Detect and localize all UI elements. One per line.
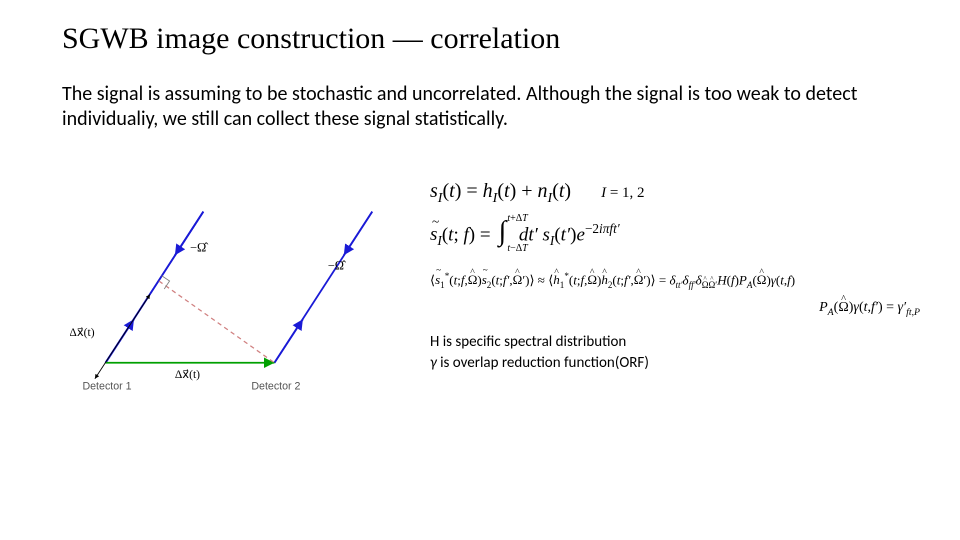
label-detector-2: Detector 2 [251,380,300,392]
equation-2: ~sI(t; f) = t+ΔT ∫ t−ΔT dt′ sI(t′)e−2iπf… [430,221,940,249]
body-text: The signal is assuming to be stochastic … [62,82,882,132]
slide-title: SGWB image construction — correlation [62,22,560,56]
label-omega-2: −Ω̂ [328,258,346,272]
perpendicular-dash [159,281,275,363]
label-omega-1: −Ω̂ [190,241,208,255]
label-baseline: Δx⃗(t) [175,368,200,381]
equation-1: sI(t) = hI(t) + nI(t) I = 1, 2 [430,180,940,207]
label-detector-1: Detector 1 [82,380,131,392]
footnote-line-1: H is specific spectral distribution [430,332,940,353]
equation-3: ⟨~s1*(t;f,Ω)~s2(t;f′,Ω′)⟩ ≈ ⟨h1*(t;f,Ω)h… [430,271,940,290]
label-projection: −Ω̂·Δx⃗(t) [70,326,95,339]
footnote-line-2: γ is overlap reduction function(ORF) [430,353,940,374]
slide: SGWB image construction — correlation Th… [0,0,960,540]
footnote: H is specific spectral distribution γ is… [430,332,940,374]
equations-block: sI(t) = hI(t) + nI(t) I = 1, 2 ~sI(t; f)… [430,180,940,374]
equation-4: PA(Ω)γ(t,f′) = γ′ft,P [430,300,940,318]
detector-diagram: −Ω̂ −Ω̂ −Ω̂·Δx⃗(t) Δx⃗(t) Detector 1 Det… [70,190,390,420]
projection-arrow [95,294,150,378]
